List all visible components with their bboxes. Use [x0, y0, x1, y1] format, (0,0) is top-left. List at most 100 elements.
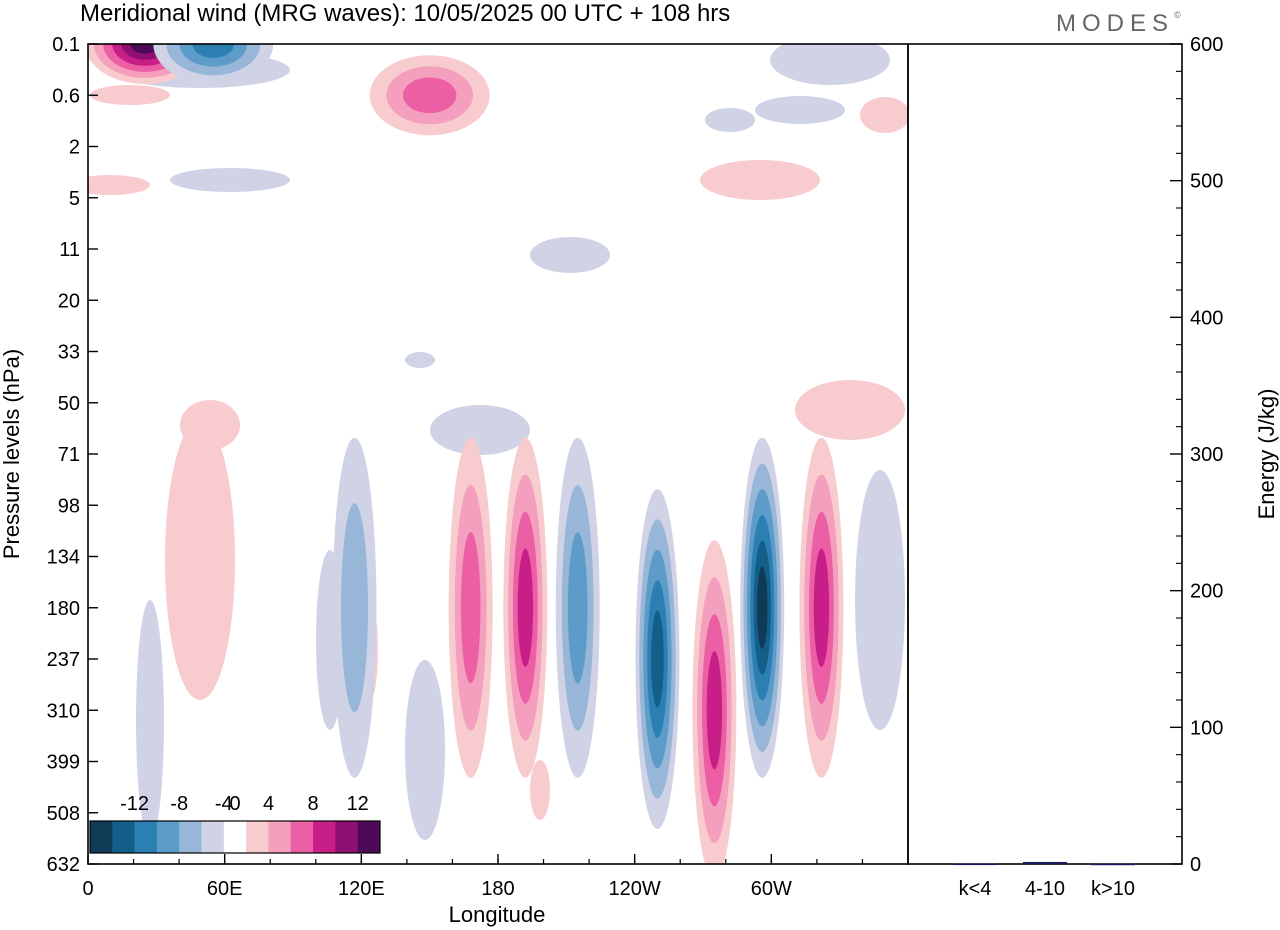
y-tick-label-14: 399 [47, 752, 80, 774]
energy-tick-label-3: 300 [1190, 444, 1223, 466]
energy-category-label-1: 4-10 [1025, 878, 1065, 900]
y-tick-label-9: 98 [58, 495, 80, 517]
wind-feature-7 [635, 489, 680, 829]
colorbar-label-6: 12 [347, 793, 369, 815]
colorbar-swatch-3 [156, 821, 180, 853]
wind-features [88, 44, 844, 864]
wind-feature-1 [153, 44, 274, 84]
y-tick-label-16: 632 [47, 854, 80, 876]
x-tick-label-4: 120W [609, 878, 661, 900]
colorbar-swatch-9 [290, 821, 314, 853]
brand-text: MODES [1056, 10, 1175, 37]
energy-tick-label-5: 500 [1190, 171, 1223, 193]
colorbar-label-2: -4 [215, 793, 233, 815]
colorbar-swatch-5 [201, 821, 225, 853]
energy-category-label-0: k<4 [959, 878, 992, 900]
colorbar-swatch-1 [112, 821, 135, 853]
y-tick-label-11: 180 [47, 598, 80, 620]
energy-category-label-2: k>10 [1091, 878, 1135, 900]
light-contour-2 [90, 85, 170, 105]
y-axis: 0.1 0.6 2 5 11 20 33 50 71 98 134 180 237 310 399 508 63… [47, 34, 98, 876]
energy-bars: k<4 4-10 k>10 [953, 861, 1135, 900]
brand-logo: MODES© [1056, 10, 1181, 38]
chart-title: Meridional wind (MRG waves): 10/05/2025 … [80, 0, 731, 27]
x-tick-label-1: 60E [207, 878, 243, 900]
light-contour-9 [136, 600, 164, 840]
colorbar-swatch-2 [134, 821, 158, 853]
colorbar-label-1: -8 [170, 793, 188, 815]
light-contour-8 [165, 420, 235, 700]
x-tick-label-0: 0 [82, 878, 93, 900]
colorbar-swatch-7 [246, 821, 269, 853]
y-tick-label-13: 310 [47, 700, 80, 722]
light-contour-18 [88, 175, 150, 195]
y-tick-label-1: 0.6 [52, 85, 80, 107]
wind-feature-9 [740, 437, 785, 778]
colorbar: -12 -8 -40 4 8 12 [89, 793, 381, 854]
light-contour-1 [170, 168, 290, 192]
y-tick-label-3: 5 [69, 188, 80, 210]
wind-feature-10-band-3 [813, 548, 830, 667]
x-tick-label-2: 120E [338, 878, 385, 900]
colorbar-swatch-8 [268, 821, 292, 853]
wind-feature-7-band-4 [651, 610, 664, 708]
wind-feature-3-band-1 [341, 503, 368, 713]
y-tick-label-0: 0.1 [52, 34, 80, 56]
y-tick-label-10: 134 [47, 547, 80, 569]
wind-field [88, 44, 908, 864]
energy-bar-2 [1091, 863, 1135, 866]
x-tick-label-3: 180 [481, 878, 514, 900]
light-contour-14 [530, 760, 550, 820]
colorbar-swatch-4 [179, 821, 202, 853]
wind-feature-1-band-3 [192, 44, 235, 58]
colorbar-frame [89, 820, 381, 854]
energy-bar-0 [953, 863, 997, 866]
y-tick-label-15: 508 [47, 803, 80, 825]
wind-feature-0-band-5 [130, 44, 160, 54]
light-contour-17 [860, 97, 908, 133]
wind-feature-8-band-3 [706, 651, 723, 770]
wind-feature-6-band-2 [567, 532, 588, 684]
colorbar-label-5: 8 [308, 793, 319, 815]
light-contour-4 [700, 160, 820, 200]
light-contour-15 [770, 44, 890, 85]
colorbar-label-4: 4 [263, 793, 274, 815]
light-contours [88, 44, 908, 840]
energy-tick-label-6: 600 [1190, 34, 1223, 56]
light-contour-5 [795, 380, 905, 440]
light-contour-16 [755, 96, 845, 124]
colorbar-label-0: -12 [120, 793, 149, 815]
wind-feature-4-band-2 [460, 532, 481, 684]
energy-tick-label-2: 200 [1190, 581, 1223, 603]
y-tick-label-7: 50 [58, 393, 80, 415]
energy-frame [907, 43, 1183, 865]
colorbar-label-3: 0 [229, 793, 240, 815]
colorbar-swatch-11 [335, 821, 358, 853]
brand-mark: © [1174, 10, 1181, 20]
y-tick-label-8: 71 [58, 444, 80, 466]
wind-feature-4 [448, 437, 493, 778]
wind-feature-8 [692, 540, 737, 864]
colorbar-swatch-6 [223, 821, 247, 853]
wind-feature-2 [369, 55, 490, 136]
y-tick-label-2: 2 [69, 137, 80, 159]
light-contour-19 [405, 352, 435, 368]
y-tick-label-12: 237 [47, 649, 80, 671]
light-contour-20 [705, 108, 755, 132]
y-tick-label-4: 11 [59, 239, 80, 261]
energy-tick-label-1: 100 [1190, 717, 1223, 739]
y-tick-label-6: 33 [58, 342, 80, 364]
light-contour-13 [405, 660, 445, 840]
light-contour-3 [530, 237, 610, 273]
wind-feature-5 [503, 437, 548, 778]
energy-tick-label-0: 0 [1190, 854, 1201, 876]
colorbar-swatch-10 [313, 821, 336, 853]
wind-feature-3 [332, 437, 377, 778]
energy-axis-title: Energy (J/kg) [1254, 389, 1279, 520]
light-contour-6 [430, 405, 530, 455]
energy-bar-1 [1023, 861, 1067, 864]
wind-feature-9-band-5 [756, 566, 768, 649]
colorbar-swatch-0 [90, 821, 113, 853]
